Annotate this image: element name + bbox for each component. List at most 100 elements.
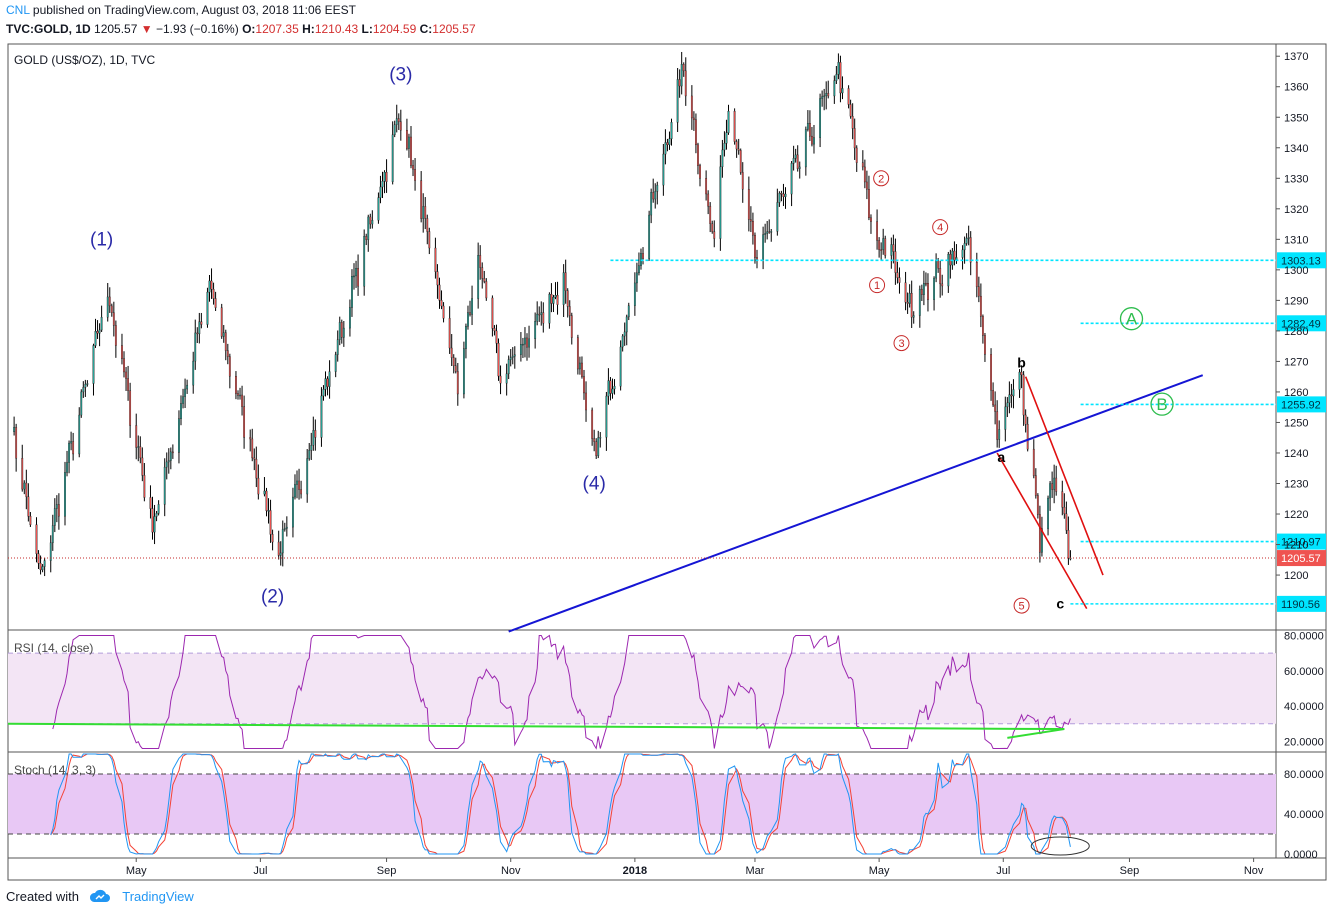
channel-lower-line[interactable] (996, 452, 1088, 610)
candle-body (652, 192, 655, 200)
candle-body (424, 206, 427, 219)
candle-body (381, 181, 384, 188)
candle-body (239, 394, 241, 397)
candle-body (491, 297, 494, 329)
candle-body (782, 193, 785, 197)
candle-body (198, 321, 201, 335)
candle-body (328, 371, 331, 387)
close-value: 1205.57 (432, 22, 476, 36)
candle-body (450, 347, 453, 358)
candle-body (406, 130, 408, 149)
candle-body (436, 271, 439, 286)
candle-body (969, 237, 972, 263)
open-key: O: (242, 22, 256, 36)
candle-body (298, 480, 300, 490)
channel-upper-line[interactable] (1024, 376, 1104, 576)
candle-body (25, 482, 28, 497)
candle-body (426, 218, 429, 232)
candle-body (363, 236, 366, 287)
candle-body (519, 344, 522, 355)
target-label: A (1126, 310, 1138, 329)
elliott-wave-label: (1) (90, 229, 113, 250)
candle-body (768, 231, 771, 233)
candle-body (397, 118, 400, 122)
author-name[interactable]: CNL (6, 3, 30, 17)
candle-body (471, 298, 473, 315)
candle-body (210, 280, 213, 290)
time-tick-label: Mar (745, 865, 764, 877)
candle-body (1038, 514, 1041, 553)
stoch-tick-label: 0.0000 (1284, 849, 1318, 861)
candle-body (654, 191, 657, 200)
time-tick-label: Nov (1244, 865, 1264, 877)
candle-body (367, 216, 370, 240)
candle-body (705, 178, 708, 195)
candle-body (428, 231, 431, 249)
candle-body (440, 300, 443, 307)
candle-body (149, 497, 152, 509)
candle-body (228, 356, 231, 377)
rsi-support-line[interactable] (7, 722, 1065, 731)
rsi-divergence-line[interactable] (1007, 728, 1065, 739)
candle-body (798, 166, 801, 169)
candle-body (505, 373, 508, 384)
down-arrow-icon: ▼ (140, 22, 153, 36)
candle-body (1053, 477, 1056, 490)
candle-body (237, 393, 239, 396)
candle-body (656, 184, 659, 192)
candle-body (214, 298, 217, 308)
candle-body (336, 339, 339, 355)
stoch-k-line (50, 753, 1071, 855)
tradingview-logo-text[interactable]: TradingView (122, 889, 194, 904)
candle-body (709, 205, 712, 224)
candle-body (910, 293, 913, 318)
candle-body (868, 188, 870, 219)
candle-body (770, 231, 773, 233)
candle-body (754, 234, 756, 258)
candle-body (790, 163, 793, 195)
candle-body (408, 136, 410, 149)
candle-body (355, 268, 357, 277)
candle-body (68, 442, 70, 463)
time-tick-label: Sep (377, 865, 397, 877)
candle-body (538, 313, 541, 316)
target-label: B (1156, 395, 1167, 414)
candle-body (947, 254, 950, 287)
candle-body (353, 275, 355, 278)
candle-body (479, 255, 482, 268)
candle-body (727, 110, 730, 133)
price-tick-label: 1280 (1284, 326, 1308, 338)
candle-body (257, 477, 260, 495)
stoch-tick-label: 80.0000 (1284, 769, 1324, 781)
candle-body (1041, 528, 1043, 553)
rsi-line (52, 634, 1071, 750)
candle-body (994, 404, 997, 412)
price-change: −1.93 (−0.16%) (155, 22, 239, 36)
trendline-support[interactable] (508, 374, 1204, 633)
candle-body (776, 202, 779, 232)
candle-body (609, 380, 612, 394)
candle-body (711, 223, 714, 232)
stoch-highlight-ellipse[interactable] (1030, 836, 1090, 856)
candle-body (638, 265, 640, 274)
level-price-label: 1190.56 (1281, 599, 1320, 611)
level-price-label: 1303.13 (1281, 255, 1321, 267)
candle-body (699, 165, 701, 179)
rsi-tick-label: 80.0000 (1284, 631, 1324, 643)
candle-body (678, 79, 681, 87)
candle-body (556, 295, 559, 305)
candle-body (922, 283, 925, 295)
candle-body (613, 386, 616, 390)
price-tick-label: 1340 (1284, 143, 1308, 155)
candle-body (570, 315, 573, 338)
candle-body (72, 441, 75, 455)
candle-body (155, 513, 158, 517)
candle-body (809, 122, 811, 137)
candle-body (412, 165, 414, 170)
candle-body (96, 331, 99, 334)
candle-body (998, 429, 1001, 440)
candle-body (933, 277, 935, 300)
candle-body (564, 272, 567, 291)
candle-body (499, 375, 502, 384)
